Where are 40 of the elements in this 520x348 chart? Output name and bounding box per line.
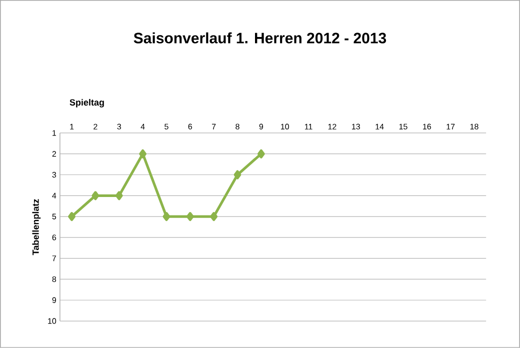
x-tick-label: 14 bbox=[376, 124, 384, 130]
x-tick-label: 3 bbox=[117, 124, 121, 130]
x-tick-label: 2 bbox=[94, 124, 98, 130]
y-tick-label: 8 bbox=[52, 276, 56, 282]
x-tick-label: 5 bbox=[164, 124, 168, 130]
y-tick-label: 1 bbox=[52, 130, 56, 136]
y-tick-label: 5 bbox=[52, 214, 56, 220]
point bbox=[210, 212, 218, 222]
point bbox=[257, 149, 265, 158]
point bbox=[234, 170, 242, 180]
x-tick-label: 16 bbox=[423, 124, 431, 130]
x-tick-label: 8 bbox=[236, 124, 240, 130]
x-tick-label: 18 bbox=[470, 124, 478, 130]
chart-title: Saisonverlauf 1. Herren 2012 - 2013 bbox=[134, 32, 386, 44]
x-tick-label: 11 bbox=[304, 124, 312, 130]
point bbox=[162, 212, 170, 222]
y-tick-label: 2 bbox=[52, 151, 56, 157]
x-tick-label: 7 bbox=[212, 124, 216, 130]
x-tick-label: 10 bbox=[281, 124, 289, 130]
y-tick-label: 10 bbox=[48, 318, 56, 324]
y-tick-label: 3 bbox=[52, 172, 56, 178]
point bbox=[68, 212, 76, 222]
y-tick-label: 4 bbox=[52, 192, 56, 198]
x-tick-label: 4 bbox=[140, 124, 145, 130]
point bbox=[115, 191, 123, 200]
point bbox=[92, 191, 100, 200]
x-tick-label: 13 bbox=[352, 124, 360, 130]
y-axis-title: Tabellenplatz bbox=[32, 199, 41, 256]
x-tick-label: 12 bbox=[328, 124, 336, 130]
point bbox=[186, 212, 194, 222]
y-tick-label: 7 bbox=[52, 256, 56, 262]
x-tick-label: 6 bbox=[188, 124, 192, 130]
x-tick-label: 17 bbox=[446, 124, 455, 130]
x-tick-label: 15 bbox=[399, 124, 408, 130]
x-axis-title: Spieltag bbox=[70, 99, 104, 108]
point bbox=[139, 149, 146, 158]
y-tick-label: 6 bbox=[52, 234, 56, 240]
x-tick-label: 9 bbox=[259, 124, 264, 130]
y-tick-label: 9 bbox=[52, 297, 56, 303]
x-tick-label: 1 bbox=[70, 124, 74, 130]
